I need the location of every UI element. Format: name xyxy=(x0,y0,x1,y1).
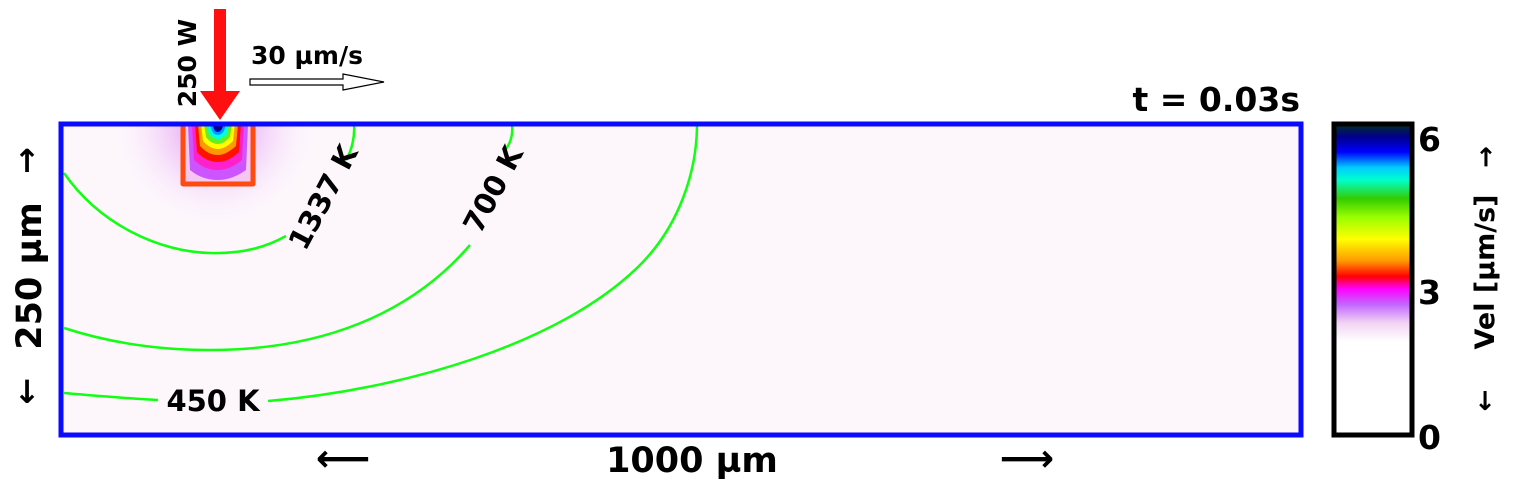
width-dimension-label: 1000 µm xyxy=(606,441,778,481)
width-arrow-left: ⟵ xyxy=(316,436,370,480)
isotherm-700k xyxy=(63,244,471,352)
scan-direction-arrow xyxy=(249,73,385,91)
colorbar-tick-6: 6 xyxy=(1418,120,1441,159)
height-arrow-up: ↑ xyxy=(14,142,41,180)
isotherm-lines xyxy=(62,124,699,403)
scan-speed-label: 30 µm/s xyxy=(251,41,363,70)
isotherm-1337k xyxy=(62,172,287,255)
isotherm-450k xyxy=(63,124,699,403)
isotherm-label-450k: 450 K xyxy=(166,384,261,418)
melt-pool-outline xyxy=(180,124,256,187)
width-arrow-right: ⟶ xyxy=(1000,436,1054,480)
laser-power-label: 250 W xyxy=(173,19,202,107)
colorbar-arrow-up: → xyxy=(1471,146,1501,168)
isotherm-1337k-top xyxy=(344,124,356,161)
colorbar-tick-0: 0 xyxy=(1418,418,1441,457)
height-arrow-down: ↓ xyxy=(14,373,41,411)
laser-arrow xyxy=(200,9,240,120)
time-label: t = 0.03s xyxy=(1133,80,1300,119)
domain-border xyxy=(58,121,1304,438)
colorbar-arrow-down: ↓ xyxy=(1474,387,1496,417)
height-dimension-label: 250 µm xyxy=(10,202,50,349)
colorbar-label: Vel [µm/s] xyxy=(1470,195,1501,350)
colorbar xyxy=(1331,121,1415,438)
colorbar-tick-3: 3 xyxy=(1418,273,1441,312)
melt-pool-region xyxy=(110,124,320,230)
